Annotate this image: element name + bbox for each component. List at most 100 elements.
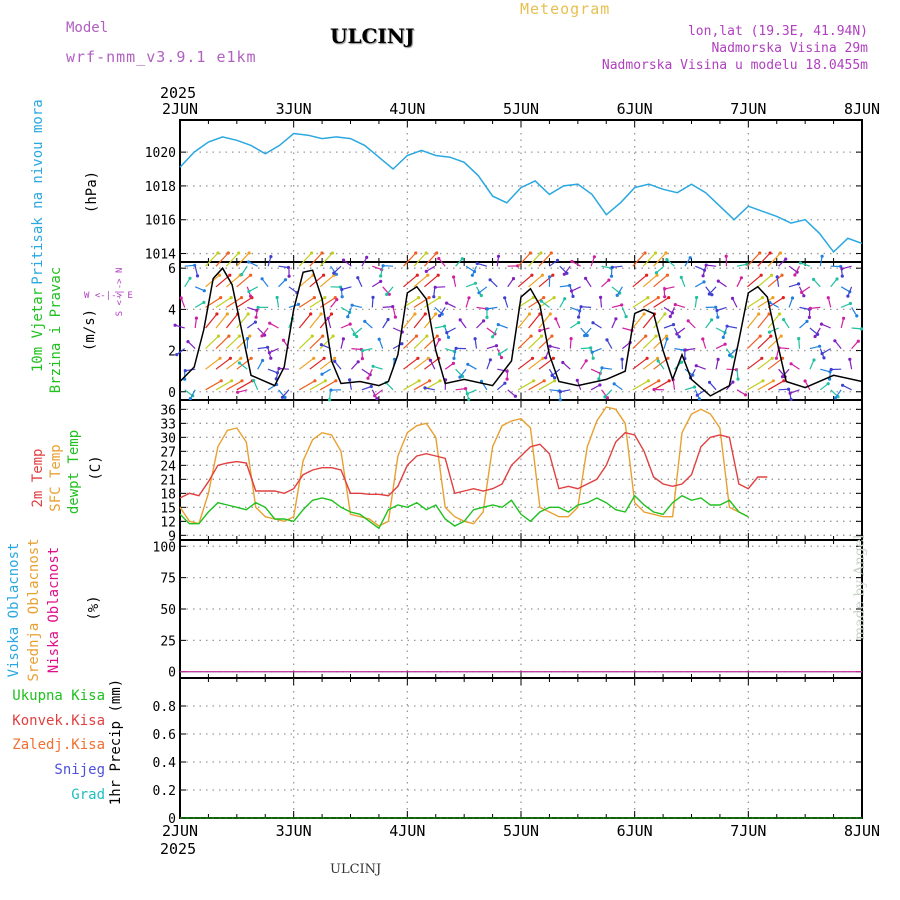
- wind-arrow: [789, 389, 800, 394]
- wind-arrow: [702, 338, 707, 349]
- wind-arrow-head: [790, 296, 795, 300]
- wind-arrow: [788, 265, 798, 273]
- wind-arrow-head: [826, 382, 830, 386]
- wind-arrow-head: [320, 372, 324, 376]
- wind-arrow: [226, 297, 242, 308]
- wind-arrow: [559, 284, 570, 288]
- y-tick-label: 9: [168, 529, 176, 544]
- wind-arrow: [184, 277, 191, 288]
- wind-arrow-head: [248, 334, 252, 338]
- wind-arrow: [528, 313, 541, 329]
- wind-arrow-head: [767, 330, 772, 334]
- wind-arrow-head: [310, 251, 314, 255]
- wind-arrow-head: [605, 338, 609, 342]
- wind-arrow: [278, 265, 289, 269]
- wind-arrow-head: [679, 275, 683, 279]
- wind-arrow-head: [780, 273, 784, 277]
- wind-arrow-head: [558, 390, 563, 394]
- wind-arrow: [560, 389, 571, 393]
- wind-arrow-head: [381, 264, 385, 268]
- wind-arrow-head: [341, 258, 346, 262]
- wind-arrow-head: [433, 285, 437, 289]
- wind-arrow-head: [757, 312, 761, 316]
- wind-arrow: [486, 345, 497, 350]
- wind-arrow: [849, 359, 853, 370]
- wind-arrow-head: [771, 379, 776, 383]
- wind-arrow-head: [228, 273, 232, 277]
- wind-arrow: [601, 279, 610, 288]
- wind-arrow-head: [287, 274, 291, 278]
- wind-arrow-head: [319, 312, 323, 316]
- wind-arrow: [653, 252, 667, 267]
- wind-arrow-head: [252, 379, 256, 383]
- wind-arrow-head: [686, 319, 690, 323]
- wind-arrow-head: [505, 377, 509, 381]
- high-cloud-label: Visoka Oblacnost: [6, 543, 22, 678]
- wind-arrow-head: [340, 295, 344, 299]
- wind-arrow-head: [363, 319, 367, 323]
- lonlat-label: lon,lat (19.3E, 41.94N): [687, 24, 868, 39]
- wind-arrow: [445, 348, 455, 353]
- wind-arrow-head: [387, 292, 391, 296]
- wind-arrow-head: [475, 261, 479, 266]
- wind-arrow: [541, 300, 550, 308]
- wind-arrow-head: [332, 271, 336, 275]
- wind-arrow: [616, 286, 623, 296]
- wind-arrow: [549, 345, 560, 350]
- wind-arrow: [517, 252, 531, 267]
- wind-arrow: [269, 322, 279, 329]
- compass-label: W <-|-> E: [84, 291, 133, 301]
- wind-arrow-head: [530, 356, 535, 360]
- wind-arrow: [392, 343, 403, 350]
- wind-arrow-head: [833, 396, 838, 400]
- wind-arrow: [334, 361, 342, 370]
- wind-arrow: [184, 389, 194, 397]
- wind-arrow-head: [219, 379, 223, 383]
- y-tick-label: 1016: [145, 214, 176, 229]
- wind-arrow-head: [701, 274, 705, 278]
- wind-arrow: [736, 369, 739, 380]
- wind-arrow-head: [458, 375, 462, 379]
- wind-arrow-head: [261, 358, 265, 363]
- wind-arrow: [434, 325, 445, 329]
- product-title: Meteogram: [520, 0, 611, 18]
- wind-arrow-head: [652, 387, 656, 392]
- wind-arrow-head: [283, 278, 288, 282]
- wind-arrow-head: [435, 251, 439, 255]
- wind-unit: (m/s): [82, 309, 98, 351]
- wind-arrow: [598, 369, 603, 379]
- wind-arrow-head: [592, 255, 597, 259]
- wind-speed-line: [179, 266, 863, 397]
- wind-arrow-head: [549, 251, 553, 255]
- wind-arrow-head: [620, 357, 624, 361]
- wind-arrow: [611, 286, 621, 294]
- wind-arrow: [298, 274, 314, 288]
- wind-arrow: [194, 318, 197, 329]
- wind-arrow: [702, 266, 707, 276]
- y-tick-label: 1018: [145, 180, 176, 195]
- wind-arrow: [669, 307, 676, 317]
- wind-arrow-head: [312, 296, 316, 300]
- wind-arrow-head: [642, 312, 646, 316]
- wind-arrow: [696, 365, 706, 370]
- wind-arrow: [642, 380, 660, 391]
- wind-arrow: [827, 297, 832, 308]
- wind-arrow-head: [655, 273, 659, 277]
- wind-arrow-head: [550, 373, 554, 378]
- y-tick-label: 33: [160, 417, 176, 432]
- wind-arrow-head: [473, 281, 477, 285]
- wind-arrow-head: [666, 356, 670, 360]
- hail-label: Grad: [71, 787, 105, 803]
- y-tick-label: 1014: [145, 248, 176, 263]
- wind-arrow: [590, 384, 601, 391]
- y-tick-label: 18: [160, 487, 176, 502]
- wind-arrow-head: [202, 300, 206, 304]
- wind-arrow-head: [327, 398, 332, 402]
- wind-arrow: [746, 252, 761, 267]
- wind-arrow-head: [323, 296, 327, 300]
- y-tick-label: 21: [160, 473, 176, 488]
- wind-arrow-head: [779, 334, 783, 338]
- wind-arrow-head: [688, 256, 692, 260]
- wind-arrow-head: [728, 353, 732, 357]
- mid-cloud-label: Srednja Oblacnost: [26, 538, 42, 681]
